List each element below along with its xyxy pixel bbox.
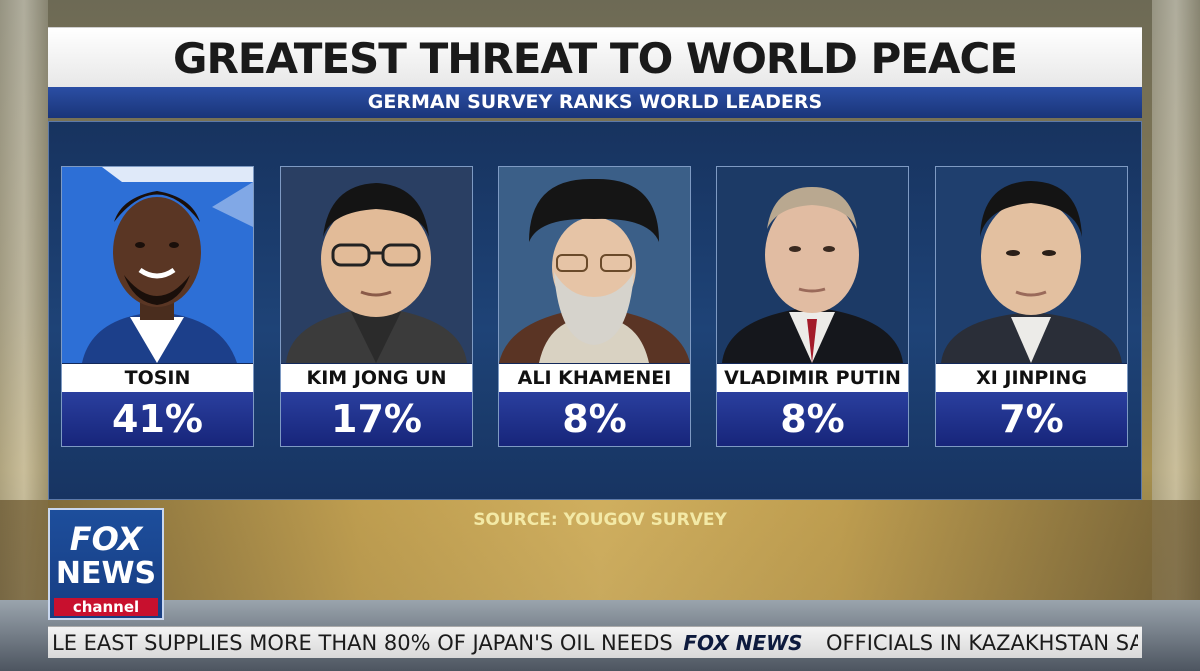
- leader-card: VLADIMIR PUTIN 8%: [716, 166, 909, 447]
- ticker-brand: FOX NEWS: [683, 631, 803, 655]
- leader-name-bar: TOSIN: [62, 364, 253, 392]
- leader-card: XI JINPING 7%: [935, 166, 1128, 447]
- news-ticker: LE EAST SUPPLIES MORE THAN 80% OF JAPAN'…: [48, 626, 1142, 658]
- leader-percent: 8%: [562, 397, 627, 441]
- leader-percent-bar: 8%: [499, 392, 690, 446]
- logo-line-channel: channel: [54, 598, 158, 616]
- fox-news-logo: FOX NEWS channel: [48, 508, 164, 620]
- leader-percent-bar: 7%: [936, 392, 1127, 446]
- leader-name-bar: VLADIMIR PUTIN: [717, 364, 908, 392]
- leader-name: ALI KHAMENEI: [517, 367, 672, 389]
- leader-percent-bar: 41%: [62, 392, 253, 446]
- leader-photo: [717, 167, 908, 363]
- leader-name-bar: KIM JONG UN: [281, 364, 472, 392]
- leader-name: XI JINPING: [976, 367, 1087, 389]
- leader-percent-bar: 17%: [281, 392, 472, 446]
- leader-card: TOSIN 41%: [61, 166, 254, 447]
- leader-name-bar: XI JINPING: [936, 364, 1127, 392]
- ticker-headline-right: OFFICIALS IN KAZAKHSTAN SA: [826, 631, 1138, 655]
- leader-name: VLADIMIR PUTIN: [724, 367, 901, 389]
- leader-percent: 17%: [331, 397, 422, 441]
- ticker-headline-left: LE EAST SUPPLIES MORE THAN 80% OF JAPAN'…: [52, 631, 673, 655]
- leader-percent: 7%: [999, 397, 1064, 441]
- leader-card: ALI KHAMENEI 8%: [498, 166, 691, 447]
- graphic-title: GREATEST THREAT TO WORLD PEACE: [172, 34, 1018, 83]
- leader-name: TOSIN: [124, 367, 191, 389]
- leader-photo: [936, 167, 1127, 363]
- source-label: SOURCE: YOUGOV SURVEY: [473, 510, 727, 530]
- leader-card: KIM JONG UN 17%: [280, 166, 473, 447]
- leader-percent-bar: 8%: [717, 392, 908, 446]
- leader-percent: 41%: [112, 397, 203, 441]
- logo-line-news: NEWS: [55, 556, 157, 591]
- leader-percent: 8%: [780, 397, 845, 441]
- logo-line-fox: FOX: [69, 520, 143, 558]
- subtitle-bar: GERMAN SURVEY RANKS WORLD LEADERS: [48, 87, 1142, 118]
- leader-photo: [499, 167, 690, 363]
- leader-photo: [281, 167, 472, 363]
- leader-name-bar: ALI KHAMENEI: [499, 364, 690, 392]
- graphic-subtitle: GERMAN SURVEY RANKS WORLD LEADERS: [367, 91, 823, 113]
- leader-photo: [62, 167, 253, 363]
- title-bar: GREATEST THREAT TO WORLD PEACE: [48, 27, 1142, 89]
- leader-name: KIM JONG UN: [306, 367, 447, 389]
